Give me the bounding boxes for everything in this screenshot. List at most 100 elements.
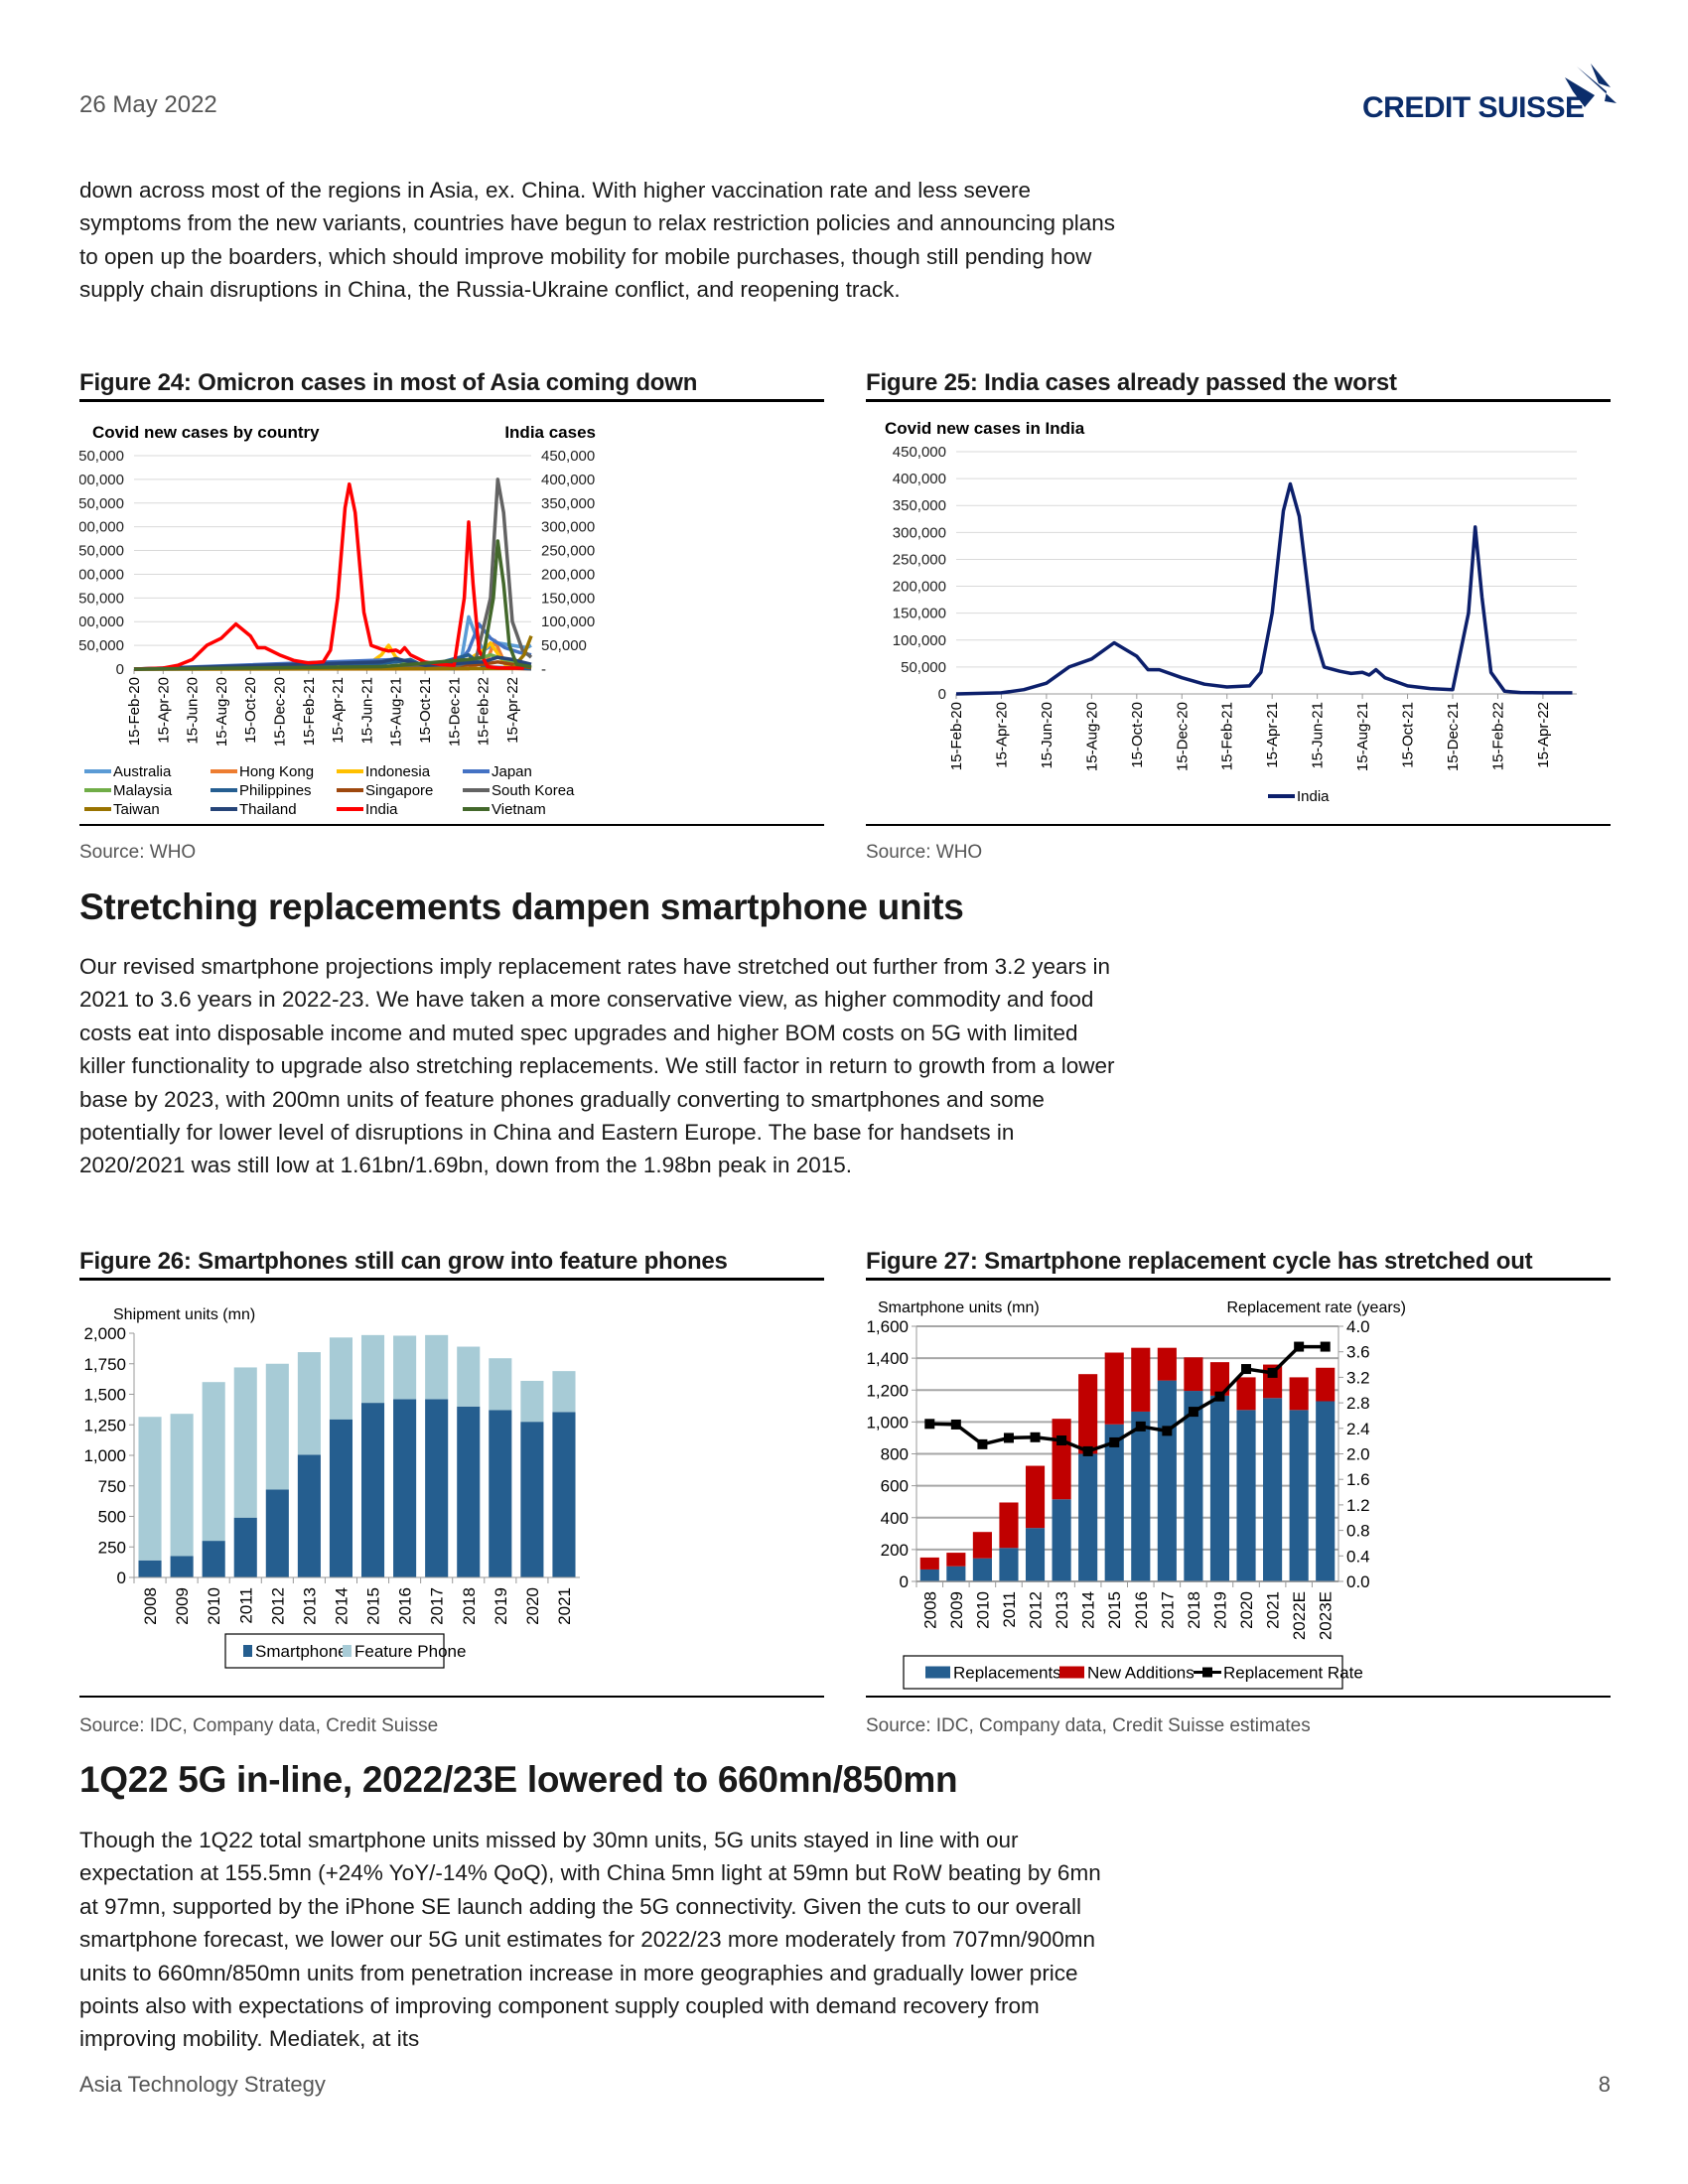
section-heading-text: Stretching replacements dampen smartphon… bbox=[79, 887, 964, 927]
figure-26-title: Figure 26: Smartphones still can grow in… bbox=[79, 1248, 824, 1281]
y-tick-label: 250,000 bbox=[893, 551, 946, 568]
y-tick-label: 300,000 bbox=[893, 524, 946, 541]
x-tick-label: 15-Jun-20 bbox=[1039, 702, 1055, 769]
x-tick-label: 2022E bbox=[1290, 1591, 1309, 1640]
bar-replacements bbox=[1078, 1453, 1098, 1581]
x-tick-label: 2015 bbox=[364, 1587, 383, 1625]
y-tick-label: 450,000 bbox=[893, 444, 946, 461]
bar-replacements bbox=[972, 1558, 992, 1581]
x-tick-label: 15-Apr-21 bbox=[330, 677, 347, 744]
5g-paragraph: Though the 1Q22 total smartphone units m… bbox=[79, 1824, 1122, 2056]
x-tick-label: 2017 bbox=[1158, 1591, 1177, 1629]
y-tick-label: 150,000 bbox=[893, 606, 946, 622]
bar-new-additions bbox=[1104, 1352, 1124, 1425]
chart-subtitle: Covid new cases by country bbox=[92, 423, 320, 442]
bar-smartphone bbox=[170, 1556, 194, 1577]
bar-replacements bbox=[1131, 1411, 1151, 1581]
x-tick-label: 15-Dec-20 bbox=[272, 677, 289, 747]
x-tick-label: 2011 bbox=[236, 1587, 255, 1624]
replacement-rate-marker bbox=[950, 1419, 961, 1430]
figure-24-chart: Covid new cases by country India cases 0 - 5… bbox=[79, 423, 596, 818]
figure-27-title: Figure 27: Smartphone replacement cycle … bbox=[866, 1248, 1611, 1281]
x-tick-label: 2020 bbox=[523, 1587, 542, 1625]
x-tick-label: 15-Feb-22 bbox=[476, 677, 492, 746]
y-tick-label: 1,200 bbox=[866, 1381, 909, 1400]
legend-swatch bbox=[1059, 1666, 1084, 1679]
y-tick-label: 450,000 bbox=[79, 448, 124, 465]
x-tick-label: 2019 bbox=[492, 1587, 510, 1625]
bar-replacements bbox=[1289, 1410, 1309, 1581]
y-right-tick-label: 150,000 bbox=[541, 590, 595, 607]
bar-replacements bbox=[1025, 1528, 1046, 1581]
replacement-rate-marker bbox=[1162, 1426, 1173, 1436]
legend-marker bbox=[1202, 1667, 1212, 1678]
bar-replacements bbox=[1104, 1424, 1124, 1581]
x-tick-label: 2020 bbox=[1237, 1591, 1256, 1629]
x-tick-label: 15-Jun-20 bbox=[185, 677, 202, 745]
svg-text:CREDIT SUISSE: CREDIT SUISSE bbox=[1362, 91, 1585, 124]
bar-replacements bbox=[946, 1566, 966, 1581]
legend-label: Philippines bbox=[239, 782, 312, 799]
legend-label: Australia bbox=[113, 763, 172, 780]
legend-swatch bbox=[343, 1645, 352, 1657]
section-heading-replacements: Stretching replacements dampen smartphon… bbox=[79, 887, 964, 928]
x-tick-label: 2015 bbox=[1105, 1591, 1124, 1629]
figure-26-source: Source: IDC, Company data, Credit Suisse bbox=[79, 1715, 439, 1736]
section-heading-5g: 1Q22 5G in-line, 2022/23E lowered to 660… bbox=[79, 1759, 958, 1801]
y-right-tick-label: 2.8 bbox=[1346, 1394, 1370, 1413]
y-right-tick-label: 4.0 bbox=[1346, 1317, 1370, 1336]
bar-feature-phone bbox=[457, 1346, 481, 1407]
figure-25: Figure 25: India cases already passed th… bbox=[866, 369, 1611, 402]
replacement-rate-marker bbox=[1082, 1445, 1093, 1456]
y-right-tick-label: 1.6 bbox=[1346, 1470, 1370, 1489]
x-tick-label: 15-Oct-21 bbox=[417, 677, 434, 744]
bar-feature-phone bbox=[297, 1352, 321, 1455]
x-tick-label: 2023E bbox=[1317, 1591, 1336, 1640]
figure-27-bottom-rule bbox=[866, 1696, 1611, 1698]
figure-24-bottom-rule bbox=[79, 824, 824, 826]
x-tick-label: 15-Aug-21 bbox=[1354, 702, 1371, 771]
x-tick-label: 15-Dec-21 bbox=[1445, 702, 1462, 771]
y-tick-label: 2,000 bbox=[83, 1324, 126, 1343]
figure-27-chart: Smartphone units (mn) Replacement rate (y… bbox=[866, 1299, 1406, 1690]
y-tick-label: 400 bbox=[881, 1509, 909, 1528]
x-tick-label: 2008 bbox=[920, 1591, 939, 1629]
bar-feature-phone bbox=[552, 1371, 576, 1413]
bar-smartphone bbox=[393, 1399, 417, 1577]
y-tick-label: 150,000 bbox=[79, 590, 124, 607]
intro-text: down across most of the regions in Asia,… bbox=[79, 178, 1116, 303]
replacement-rate-marker bbox=[1241, 1364, 1252, 1375]
bar-new-additions bbox=[1184, 1357, 1203, 1392]
x-tick-label: 15-Aug-20 bbox=[213, 677, 230, 747]
x-tick-label: 15-Apr-20 bbox=[155, 677, 172, 744]
y-right-tick-label: 50,000 bbox=[541, 637, 587, 654]
y-tick-label: 200,000 bbox=[893, 579, 946, 596]
x-tick-label: 15-Aug-20 bbox=[1083, 702, 1100, 771]
replacement-rate-marker bbox=[1267, 1367, 1278, 1378]
replacement-rate-marker bbox=[1003, 1433, 1014, 1443]
series-line-india bbox=[955, 481, 1573, 696]
y-tick-label: 200 bbox=[881, 1541, 909, 1560]
page-number: 8 bbox=[1598, 2072, 1611, 2097]
replacement-rate-marker bbox=[1294, 1341, 1305, 1352]
bar-new-additions bbox=[1025, 1465, 1046, 1529]
y-right-tick-label: 250,000 bbox=[541, 543, 595, 560]
x-tick-label: 2013 bbox=[1053, 1591, 1071, 1629]
figure-26: Figure 26: Smartphones still can grow in… bbox=[79, 1248, 824, 1281]
x-tick-label: 2016 bbox=[396, 1587, 415, 1625]
y-right-tick-label: 200,000 bbox=[541, 566, 595, 583]
bar-smartphone bbox=[265, 1489, 289, 1577]
bar-new-additions bbox=[1316, 1367, 1336, 1402]
legend-label: Replacements bbox=[953, 1664, 1061, 1683]
bar-feature-phone bbox=[138, 1417, 162, 1561]
legend-label: New Additions bbox=[1087, 1664, 1195, 1683]
x-tick-label: 15-Apr-21 bbox=[1264, 702, 1281, 768]
bar-new-additions bbox=[999, 1502, 1019, 1549]
y-right-tick-label: 1.2 bbox=[1346, 1496, 1370, 1515]
footer-title: Asia Technology Strategy bbox=[79, 2072, 326, 2097]
x-tick-label: 15-Feb-20 bbox=[948, 702, 965, 770]
x-tick-label: 15-Feb-22 bbox=[1489, 702, 1506, 770]
figure-25-title: Figure 25: India cases already passed th… bbox=[866, 369, 1611, 402]
x-tick-label: 15-Oct-20 bbox=[1129, 702, 1146, 768]
replacement-rate-marker bbox=[1109, 1436, 1120, 1447]
